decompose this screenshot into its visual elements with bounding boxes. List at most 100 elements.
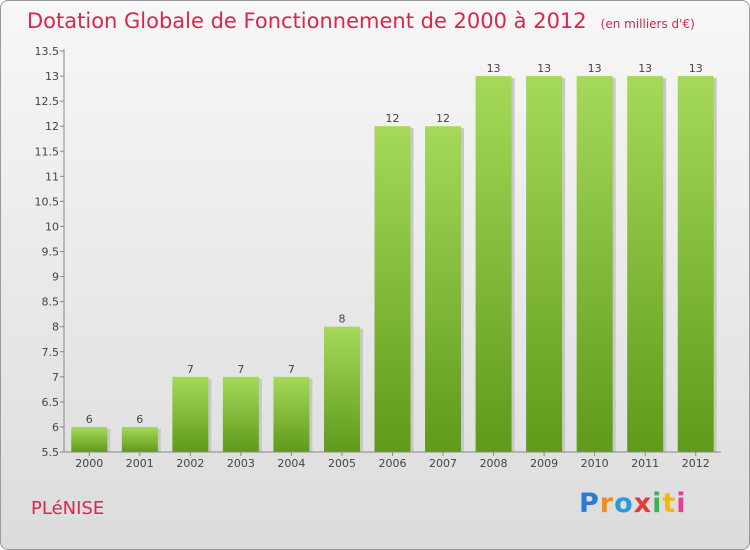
x-tick: 2004: [277, 452, 305, 470]
y-tick: 9: [52, 271, 64, 284]
y-tick-label: 13.5: [35, 45, 60, 58]
y-tick: 6: [52, 421, 64, 434]
x-tick-label: 2006: [379, 457, 407, 470]
y-tick-label: 10: [45, 220, 59, 233]
y-tick: 8: [52, 321, 64, 334]
bar: [576, 76, 613, 452]
x-tick: 2003: [227, 452, 255, 470]
x-tick-label: 2009: [530, 457, 558, 470]
y-tick: 10.5: [35, 195, 64, 208]
y-tick-label: 5.5: [42, 446, 60, 459]
y-tick-label: 12.5: [35, 95, 60, 108]
y-tick: 13: [45, 70, 64, 83]
y-tick: 12: [45, 120, 64, 133]
y-tick-label: 7: [52, 371, 59, 384]
bar: [475, 76, 512, 452]
bar: [677, 76, 714, 452]
y-tick-label: 7.5: [42, 346, 60, 359]
bar: [374, 126, 411, 452]
y-tick-label: 6: [52, 421, 59, 434]
logo-letter: o: [614, 488, 634, 519]
logo-letter: t: [662, 488, 677, 519]
bar: [425, 126, 462, 452]
data-label: 7: [288, 363, 295, 376]
chart-title-unit: (en milliers d'€): [600, 17, 695, 31]
y-tick-label: 8.5: [42, 296, 60, 309]
x-tick: 2005: [328, 452, 356, 470]
logo-letter: i: [676, 488, 687, 519]
x-tick-label: 2012: [682, 457, 710, 470]
commune-name: PLéNISE: [31, 498, 105, 519]
data-label: 13: [638, 62, 652, 75]
y-tick: 7.5: [42, 346, 64, 359]
y-tick-label: 11: [45, 170, 59, 183]
logo-letter: x: [633, 488, 653, 519]
bar: [172, 376, 209, 452]
y-tick-label: 9: [52, 271, 59, 284]
bar: [121, 426, 158, 452]
x-tick: 2012: [682, 452, 710, 470]
x-tick: 2009: [530, 452, 558, 470]
logo-letter: i: [652, 488, 663, 519]
y-tick: 10: [45, 220, 64, 233]
data-label: 13: [537, 62, 551, 75]
y-tick: 13.5: [35, 45, 64, 58]
y-tick: 11: [45, 170, 64, 183]
y-tick: 11.5: [35, 145, 64, 158]
bar: [273, 376, 310, 452]
chart-title: Dotation Globale de Fonctionnement de 20…: [27, 9, 695, 33]
bar: [526, 76, 563, 452]
data-label: 13: [689, 62, 703, 75]
proxiti-logo: Proxiti: [579, 488, 687, 519]
x-tick-label: 2005: [328, 457, 356, 470]
y-tick: 5.5: [42, 446, 64, 459]
y-tick: 8.5: [42, 296, 64, 309]
x-tick-label: 2002: [176, 457, 204, 470]
y-tick-label: 8: [52, 321, 59, 334]
y-tick: 7: [52, 371, 64, 384]
y-tick-label: 13: [45, 70, 59, 83]
y-tick: 9.5: [42, 246, 64, 259]
data-label: 7: [187, 363, 194, 376]
x-tick: 2001: [126, 452, 154, 470]
x-tick-label: 2010: [581, 457, 609, 470]
logo-letter: r: [599, 488, 615, 519]
bar: [222, 376, 259, 452]
bar: [627, 76, 664, 452]
x-tick: 2011: [631, 452, 659, 470]
data-label: 6: [86, 413, 93, 426]
data-label: 7: [237, 363, 244, 376]
data-label: 8: [338, 313, 345, 326]
x-tick: 2002: [176, 452, 204, 470]
x-tick: 2000: [75, 452, 103, 470]
y-tick-label: 6.5: [42, 396, 60, 409]
data-label: 13: [588, 62, 602, 75]
x-tick-label: 2011: [631, 457, 659, 470]
x-tick-label: 2001: [126, 457, 154, 470]
chart-title-main: Dotation Globale de Fonctionnement de 20…: [27, 9, 587, 33]
y-tick: 6.5: [42, 396, 64, 409]
x-tick: 2007: [429, 452, 457, 470]
data-label: 6: [136, 413, 143, 426]
x-tick: 2010: [581, 452, 609, 470]
x-tick-label: 2008: [480, 457, 508, 470]
y-tick-label: 9.5: [42, 246, 60, 259]
x-tick-label: 2003: [227, 457, 255, 470]
x-tick: 2006: [379, 452, 407, 470]
bar: [71, 426, 108, 452]
y-tick: 12.5: [35, 95, 64, 108]
y-tick-label: 11.5: [35, 145, 60, 158]
x-tick: 2008: [480, 452, 508, 470]
bar: [323, 326, 360, 452]
data-label: 13: [487, 62, 501, 75]
data-label: 12: [436, 112, 450, 125]
y-tick-label: 10.5: [35, 195, 60, 208]
data-label: 12: [386, 112, 400, 125]
x-tick-label: 2004: [277, 457, 305, 470]
logo-letter: P: [579, 488, 600, 519]
x-tick-label: 2000: [75, 457, 103, 470]
x-tick-label: 2007: [429, 457, 457, 470]
y-tick-label: 12: [45, 120, 59, 133]
